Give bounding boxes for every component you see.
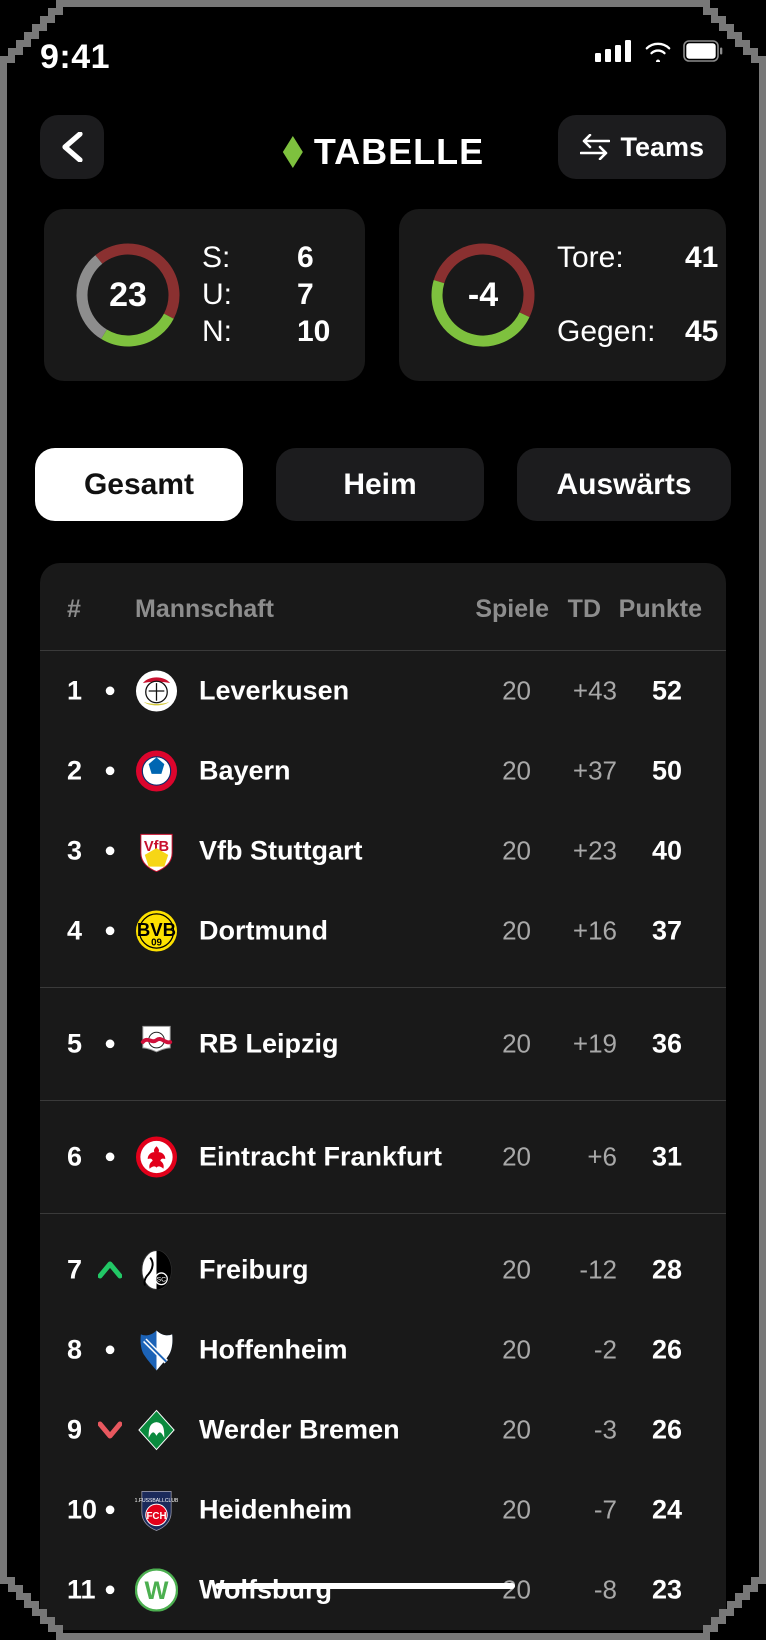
svg-text:SC: SC xyxy=(157,1277,167,1284)
svg-text:W: W xyxy=(145,1577,169,1605)
svg-text:1.FUSSBALLCLUB: 1.FUSSBALLCLUB xyxy=(135,1498,178,1504)
svg-text:FCH: FCH xyxy=(146,1511,166,1522)
svg-text:09: 09 xyxy=(151,938,162,949)
